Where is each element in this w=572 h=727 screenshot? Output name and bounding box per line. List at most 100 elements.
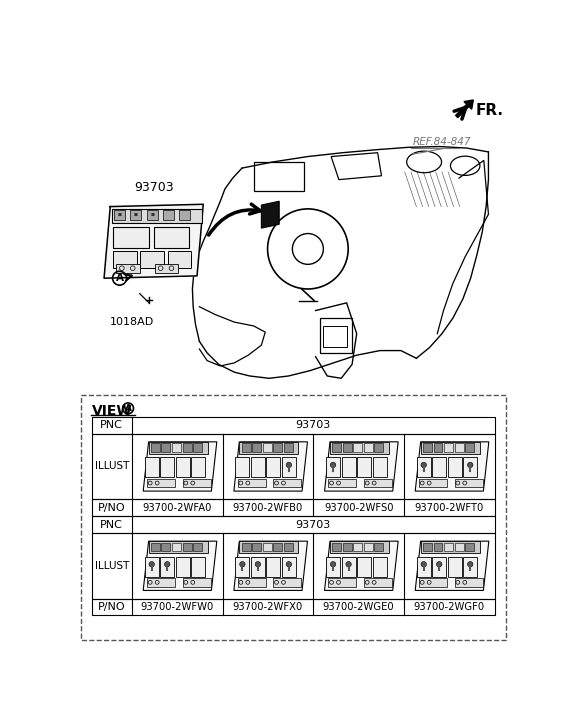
Bar — [341, 557, 356, 577]
Bar — [353, 542, 362, 551]
Bar — [332, 542, 341, 551]
Polygon shape — [420, 442, 479, 454]
Circle shape — [240, 561, 245, 567]
Bar — [151, 443, 160, 452]
Bar — [92, 499, 495, 516]
Bar — [241, 542, 251, 551]
Polygon shape — [234, 442, 308, 491]
Text: 93700-2WFS0: 93700-2WFS0 — [324, 502, 394, 513]
Bar — [113, 227, 149, 248]
Bar — [147, 479, 175, 487]
Bar — [182, 479, 210, 487]
Text: 93700-2WFB0: 93700-2WFB0 — [233, 502, 303, 513]
Text: A: A — [125, 403, 132, 413]
Bar — [193, 443, 202, 452]
Text: 93700-2WFT0: 93700-2WFT0 — [415, 502, 484, 513]
Bar — [113, 252, 137, 268]
Bar — [273, 578, 301, 587]
Circle shape — [467, 462, 473, 467]
Bar — [191, 557, 205, 577]
Text: 93700-2WFX0: 93700-2WFX0 — [233, 602, 303, 612]
Bar — [160, 457, 174, 477]
Bar — [323, 326, 347, 348]
Bar — [112, 209, 202, 222]
Polygon shape — [324, 541, 398, 590]
Polygon shape — [239, 541, 298, 553]
Circle shape — [165, 561, 170, 567]
Bar — [419, 479, 447, 487]
Text: ILLUST: ILLUST — [94, 561, 129, 571]
Text: ■: ■ — [134, 213, 138, 217]
Bar — [241, 443, 251, 452]
Bar — [176, 457, 190, 477]
Circle shape — [149, 561, 154, 567]
Polygon shape — [415, 541, 489, 590]
Bar — [326, 557, 340, 577]
Text: PNC: PNC — [100, 420, 123, 430]
Bar — [155, 264, 178, 273]
Bar — [253, 162, 304, 191]
Bar — [419, 578, 447, 587]
Circle shape — [421, 561, 427, 567]
Bar — [320, 318, 352, 353]
Bar — [267, 457, 280, 477]
Text: ILLUST: ILLUST — [94, 462, 129, 472]
Polygon shape — [330, 442, 389, 454]
Bar — [92, 598, 495, 616]
Bar — [423, 542, 432, 551]
Bar — [455, 443, 463, 452]
Circle shape — [286, 462, 292, 467]
Bar — [417, 557, 431, 577]
Bar — [236, 557, 249, 577]
Circle shape — [331, 561, 336, 567]
Bar — [251, 557, 265, 577]
Polygon shape — [104, 204, 203, 278]
Text: ■: ■ — [150, 213, 154, 217]
Bar — [343, 542, 352, 551]
Bar — [154, 227, 189, 248]
Bar — [455, 542, 463, 551]
Circle shape — [255, 561, 261, 567]
Bar — [332, 443, 341, 452]
Polygon shape — [324, 442, 398, 491]
Bar — [114, 210, 125, 220]
Bar — [168, 252, 191, 268]
Bar — [444, 443, 453, 452]
Text: 93703: 93703 — [296, 520, 331, 529]
Polygon shape — [149, 541, 208, 553]
Bar — [417, 457, 431, 477]
Bar — [375, 443, 383, 452]
Bar — [145, 557, 158, 577]
Bar — [364, 578, 392, 587]
Bar — [92, 434, 495, 499]
Bar — [465, 443, 474, 452]
Bar — [273, 443, 282, 452]
Bar — [263, 542, 272, 551]
Polygon shape — [420, 541, 479, 553]
Bar — [161, 542, 170, 551]
Bar — [163, 210, 174, 220]
Bar — [465, 542, 474, 551]
Bar — [251, 457, 265, 477]
Bar — [141, 252, 164, 268]
Bar — [252, 443, 261, 452]
Bar — [273, 542, 282, 551]
Bar — [182, 542, 192, 551]
Text: 1018AD: 1018AD — [110, 317, 154, 326]
Bar — [357, 457, 371, 477]
Bar — [252, 542, 261, 551]
Bar — [423, 443, 432, 452]
Text: P/NO: P/NO — [98, 502, 126, 513]
Bar — [343, 443, 352, 452]
Bar — [463, 457, 477, 477]
Bar — [282, 457, 296, 477]
Bar — [364, 542, 373, 551]
Circle shape — [421, 462, 427, 467]
Bar — [182, 443, 192, 452]
Polygon shape — [143, 541, 217, 590]
Bar — [263, 443, 272, 452]
FancyArrow shape — [455, 100, 473, 118]
Bar — [151, 542, 160, 551]
Bar — [176, 557, 190, 577]
Bar — [364, 479, 392, 487]
